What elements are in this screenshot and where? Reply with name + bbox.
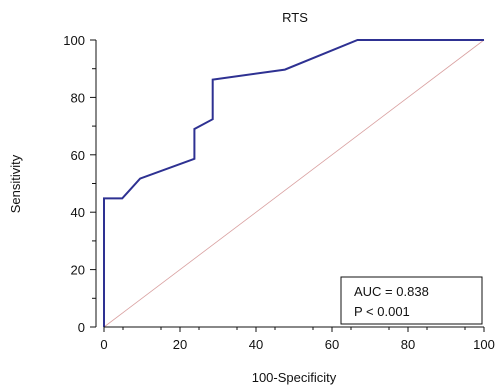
- y-axis-title: Sensitivity: [8, 154, 23, 213]
- y-tick-label: 40: [71, 205, 85, 220]
- x-ticks: 0 20 40 60 80 100: [100, 327, 494, 352]
- chart-title: RTS: [282, 10, 308, 25]
- annotation-box: AUC = 0.838 P < 0.001: [341, 277, 482, 324]
- x-tick-label: 20: [173, 337, 187, 352]
- y-tick-label: 0: [78, 320, 85, 335]
- x-tick-label: 60: [325, 337, 339, 352]
- y-tick-label: 60: [71, 148, 85, 163]
- y-ticks: 0 20 40 60 80 100: [63, 33, 96, 335]
- y-tick-label: 20: [71, 263, 85, 278]
- x-tick-label: 40: [249, 337, 263, 352]
- auc-label: AUC = 0.838: [354, 284, 429, 299]
- y-tick-label: 80: [71, 90, 85, 105]
- x-tick-label: 0: [100, 337, 107, 352]
- p-value-label: P < 0.001: [354, 304, 410, 319]
- x-tick-label: 80: [401, 337, 415, 352]
- x-tick-label: 100: [473, 337, 495, 352]
- x-axis-title: 100-Specificity: [252, 370, 337, 385]
- y-tick-label: 100: [63, 33, 85, 48]
